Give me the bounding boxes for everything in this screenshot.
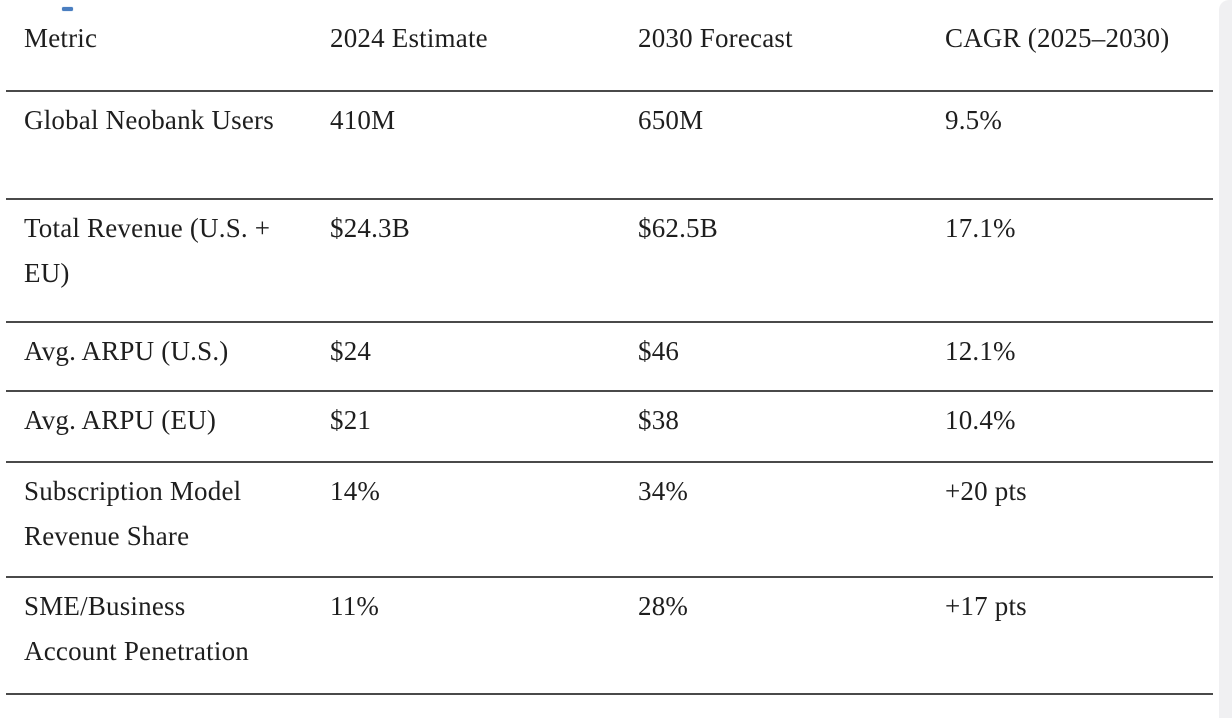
estimate-value: $21 [330, 405, 372, 435]
metric-value: Global Neobank Users [24, 105, 274, 135]
cagr-value: 10.4% [945, 405, 1016, 435]
table-row: Avg. ARPU (U.S.) $24 $46 12.1% [6, 323, 1213, 392]
forecast-2030-cell: $38 [638, 392, 945, 461]
right-edge-gutter [1219, 0, 1232, 718]
column-header-label: 2030 Forecast [638, 23, 793, 53]
forecast-value: $62.5B [638, 213, 718, 243]
metric-value: Subscription Model Revenue Share [24, 476, 242, 551]
forecast-2030-cell: $62.5B [638, 200, 945, 321]
forecast-value: $46 [638, 336, 680, 366]
blue-cursor-mark [62, 7, 73, 11]
cagr-value: 9.5% [945, 105, 1003, 135]
estimate-value: 410M [330, 105, 396, 135]
forecast-value: 650M [638, 105, 704, 135]
metrics-table: Metric 2024 Estimate 2030 Forecast CAGR … [6, 0, 1213, 695]
table-row: Avg. ARPU (EU) $21 $38 10.4% [6, 392, 1213, 463]
table-row: Total Revenue (U.S. + EU) $24.3B $62.5B … [6, 200, 1213, 323]
cagr-value: +17 pts [945, 591, 1027, 621]
forecast-value: 28% [638, 591, 689, 621]
table-header-row: Metric 2024 Estimate 2030 Forecast CAGR … [6, 0, 1213, 92]
cagr-cell: +17 pts [945, 578, 1213, 693]
metric-cell: Avg. ARPU (U.S.) [24, 323, 330, 390]
estimate-2024-cell: 410M [330, 92, 638, 198]
forecast-2030-cell: 28% [638, 578, 945, 693]
table-row: Global Neobank Users 410M 650M 9.5% [6, 92, 1213, 200]
column-header-metric: Metric [24, 0, 330, 90]
metric-value: Avg. ARPU (EU) [24, 405, 217, 435]
forecast-value: $38 [638, 405, 680, 435]
estimate-2024-cell: $21 [330, 392, 638, 461]
column-header-label: 2024 Estimate [330, 23, 488, 53]
forecast-2030-cell: 650M [638, 92, 945, 198]
cagr-cell: 12.1% [945, 323, 1213, 390]
cagr-cell: 10.4% [945, 392, 1213, 461]
metric-value: SME/Business Account Penetration [24, 591, 249, 666]
cagr-cell: +20 pts [945, 463, 1213, 576]
cagr-cell: 17.1% [945, 200, 1213, 321]
forecast-2030-cell: $46 [638, 323, 945, 390]
estimate-2024-cell: $24.3B [330, 200, 638, 321]
column-header-2024-estimate: 2024 Estimate [330, 0, 638, 90]
cagr-value: 17.1% [945, 213, 1016, 243]
metric-value: Avg. ARPU (U.S.) [24, 336, 229, 366]
estimate-value: 11% [330, 591, 380, 621]
forecast-value: 34% [638, 476, 689, 506]
table-row: Subscription Model Revenue Share 14% 34%… [6, 463, 1213, 578]
cagr-cell: 9.5% [945, 92, 1213, 198]
estimate-2024-cell: $24 [330, 323, 638, 390]
metric-value: Total Revenue (U.S. + EU) [24, 213, 271, 288]
estimate-value: $24.3B [330, 213, 410, 243]
metric-cell: Total Revenue (U.S. + EU) [24, 200, 330, 321]
cagr-value: 12.1% [945, 336, 1016, 366]
estimate-2024-cell: 14% [330, 463, 638, 576]
column-header-label: Metric [24, 23, 98, 53]
metric-cell: Subscription Model Revenue Share [24, 463, 330, 576]
metric-cell: Global Neobank Users [24, 92, 330, 198]
column-header-2030-forecast: 2030 Forecast [638, 0, 945, 90]
estimate-value: 14% [330, 476, 381, 506]
cagr-value: +20 pts [945, 476, 1027, 506]
metric-cell: SME/Business Account Penetration [24, 578, 330, 693]
column-header-cagr: CAGR (2025–2030) [945, 0, 1213, 90]
estimate-2024-cell: 11% [330, 578, 638, 693]
forecast-2030-cell: 34% [638, 463, 945, 576]
column-header-label: CAGR (2025–2030) [945, 23, 1170, 53]
estimate-value: $24 [330, 336, 372, 366]
table-row: SME/Business Account Penetration 11% 28%… [6, 578, 1213, 695]
metric-cell: Avg. ARPU (EU) [24, 392, 330, 461]
